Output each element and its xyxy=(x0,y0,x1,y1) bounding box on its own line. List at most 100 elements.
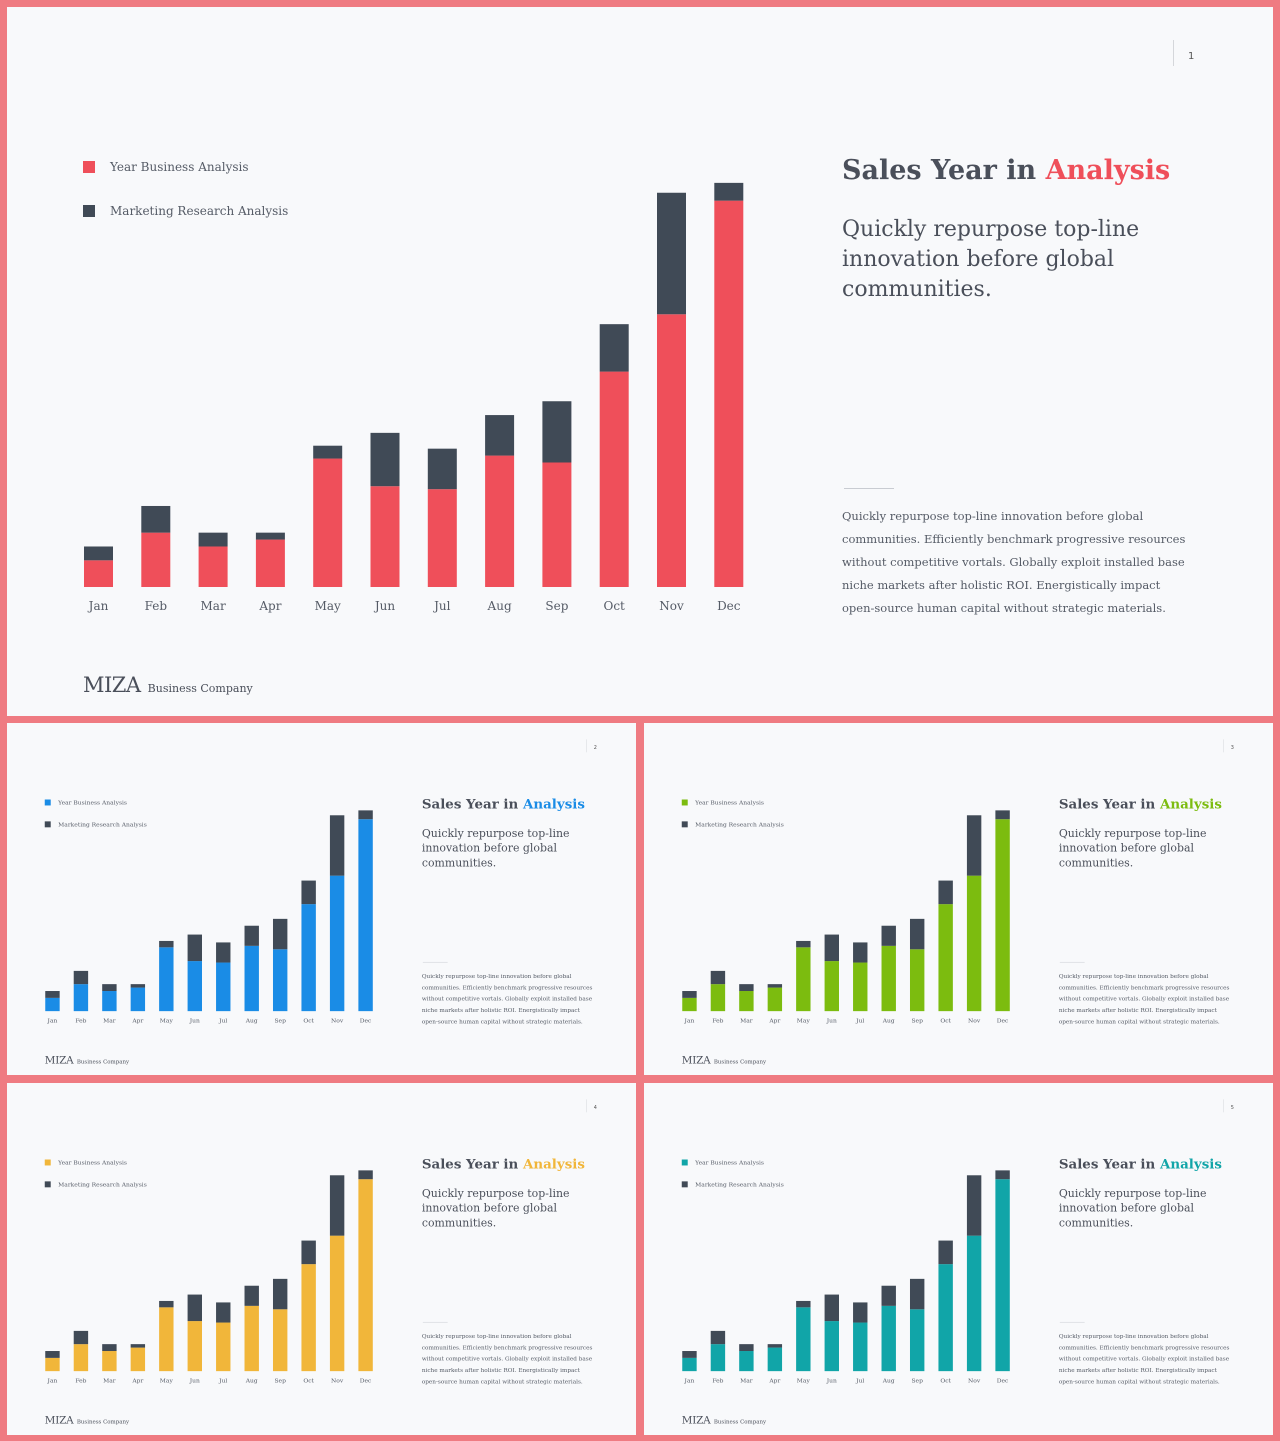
x-tick-label: Jan xyxy=(684,1378,695,1385)
x-tick-label: Mar xyxy=(201,599,226,613)
x-tick-label: May xyxy=(797,1378,811,1385)
x-tick-label: Jul xyxy=(855,1018,864,1025)
legend-item-marketing-research: Marketing Research Analysis xyxy=(681,1179,784,1189)
x-tick-label: Apr xyxy=(768,1378,780,1385)
bar-mar-year-business xyxy=(102,1351,117,1372)
brand-subtitle: Business Company xyxy=(76,1418,130,1425)
title-highlight: Analysis xyxy=(1159,1156,1222,1172)
slide-3[interactable]: 3 Year Business Analysis Marketing Resea… xyxy=(644,723,1273,1075)
bar-jul-year-business xyxy=(216,962,231,1012)
bar-sep-marketing-research xyxy=(272,918,288,950)
bar-jan-marketing-research xyxy=(682,1351,697,1358)
stacked-bar-chart: Jan Feb Mar Apr May Jun Jul Aug Sep Oct Nov Dec xyxy=(682,810,1010,1025)
x-tick-label: Feb xyxy=(712,1378,723,1385)
bar-may-year-business xyxy=(796,947,811,1012)
legend-item-marketing-research: Marketing Research Analysis xyxy=(44,1179,147,1189)
bar-nov-marketing-research xyxy=(966,815,982,876)
bar-jun-marketing-research xyxy=(187,934,202,962)
x-tick-label: Jun xyxy=(189,1378,200,1385)
slide-content: 3 Year Business Analysis Marketing Resea… xyxy=(644,723,1273,1075)
bar-apr-year-business xyxy=(255,539,285,587)
bar-mar-year-business xyxy=(739,1351,754,1372)
x-tick-label: Sep xyxy=(911,1378,923,1385)
legend-swatch-marketing-research xyxy=(44,821,51,828)
x-tick-label: Feb xyxy=(75,1018,86,1025)
slide-title: Sales Year in Analysis xyxy=(422,797,585,812)
slide-4[interactable]: 4 Year Business Analysis Marketing Resea… xyxy=(7,1083,636,1435)
slide-2[interactable]: 2 Year Business Analysis Marketing Resea… xyxy=(7,723,636,1075)
x-tick-label: Dec xyxy=(360,1018,372,1025)
bar-feb-marketing-research xyxy=(73,970,89,985)
text-divider xyxy=(844,488,894,489)
body-paragraph: Quickly repurpose top-line innovation be… xyxy=(842,509,1186,615)
slide-content: 2 Year Business Analysis Marketing Resea… xyxy=(7,723,636,1075)
brand-subtitle: Business Company xyxy=(713,1058,767,1065)
stacked-bar-chart: Jan Feb Mar Apr May Jun Jul Aug Sep Oct Nov Dec xyxy=(45,1170,373,1385)
x-tick-label: May xyxy=(160,1018,174,1025)
title-highlight: Analysis xyxy=(1045,155,1171,186)
legend-label-marketing-research: Marketing Research Analysis xyxy=(58,820,147,828)
bar-aug-marketing-research xyxy=(244,925,259,946)
chart-legend: Year Business Analysis Marketing Researc… xyxy=(681,1158,784,1202)
brand-logo: MIZA Business Company xyxy=(45,1054,129,1066)
bar-feb-year-business xyxy=(710,1344,726,1372)
bar-jul-marketing-research xyxy=(853,1302,868,1323)
x-tick-label: Dec xyxy=(717,599,741,613)
bar-jun-marketing-research xyxy=(824,934,839,962)
slide-1[interactable]: 1 Year Business Analysis Marketing Resea… xyxy=(7,7,1273,716)
x-tick-label: May xyxy=(160,1378,174,1385)
x-tick-label: May xyxy=(797,1018,811,1025)
bar-feb-marketing-research xyxy=(73,1330,89,1345)
x-tick-label: Dec xyxy=(360,1378,372,1385)
legend-label-marketing-research: Marketing Research Analysis xyxy=(695,820,784,828)
x-tick-label: May xyxy=(315,599,341,613)
title-highlight: Analysis xyxy=(522,1156,585,1172)
bar-aug-year-business xyxy=(881,1305,896,1372)
bar-nov-year-business xyxy=(329,875,345,1012)
bar-aug-year-business xyxy=(244,945,259,1012)
slide-content: 5 Year Business Analysis Marketing Resea… xyxy=(644,1083,1273,1435)
bar-dec-marketing-research xyxy=(358,810,373,820)
brand-name: MIZA xyxy=(681,1413,711,1426)
legend-swatch-year-business xyxy=(83,161,95,173)
legend-swatch-marketing-research xyxy=(44,1181,51,1188)
title-prefix: Sales Year in xyxy=(1058,796,1156,812)
title-prefix: Sales Year in xyxy=(421,796,519,812)
bar-may-year-business xyxy=(796,1307,811,1372)
bar-jan-marketing-research xyxy=(45,991,60,998)
bar-jul-marketing-research xyxy=(427,448,457,490)
bar-aug-year-business xyxy=(881,945,896,1012)
bar-oct-marketing-research xyxy=(301,880,316,905)
bar-sep-year-business xyxy=(542,462,572,587)
bar-may-marketing-research xyxy=(159,940,174,948)
x-tick-label: Aug xyxy=(487,599,512,613)
page-number: 2 xyxy=(593,744,597,751)
x-tick-label: Mar xyxy=(740,1378,753,1385)
bar-may-year-business xyxy=(313,458,343,587)
x-tick-label: Oct xyxy=(940,1378,951,1385)
legend-label-year-business: Year Business Analysis xyxy=(110,160,249,174)
x-tick-label: Aug xyxy=(245,1378,258,1385)
x-tick-label: Aug xyxy=(882,1018,895,1025)
bar-may-year-business xyxy=(159,947,174,1012)
x-tick-label: Oct xyxy=(303,1378,314,1385)
bar-jun-marketing-research xyxy=(370,432,400,487)
x-tick-label: Jan xyxy=(47,1378,58,1385)
page-number: 1 xyxy=(1188,51,1195,62)
legend-item-year-business: Year Business Analysis xyxy=(681,798,784,808)
legend-label-year-business: Year Business Analysis xyxy=(58,799,127,806)
bar-mar-marketing-research xyxy=(198,532,228,547)
slide-5[interactable]: 5 Year Business Analysis Marketing Resea… xyxy=(644,1083,1273,1435)
bar-apr-marketing-research xyxy=(130,1344,146,1348)
legend-swatch-year-business xyxy=(44,799,51,806)
legend-swatch-year-business xyxy=(44,1159,51,1166)
brand-name: MIZA xyxy=(44,1413,74,1426)
bar-jul-year-business xyxy=(853,962,868,1012)
x-tick-label: Mar xyxy=(103,1378,116,1385)
brand-subtitle: Business Company xyxy=(76,1058,130,1065)
bar-dec-year-business xyxy=(995,1179,1010,1372)
legend-item-year-business: Year Business Analysis xyxy=(83,157,288,177)
brand-logo: MIZA Business Company xyxy=(682,1054,766,1066)
bar-apr-year-business xyxy=(130,987,146,1012)
x-tick-label: Dec xyxy=(997,1018,1009,1025)
